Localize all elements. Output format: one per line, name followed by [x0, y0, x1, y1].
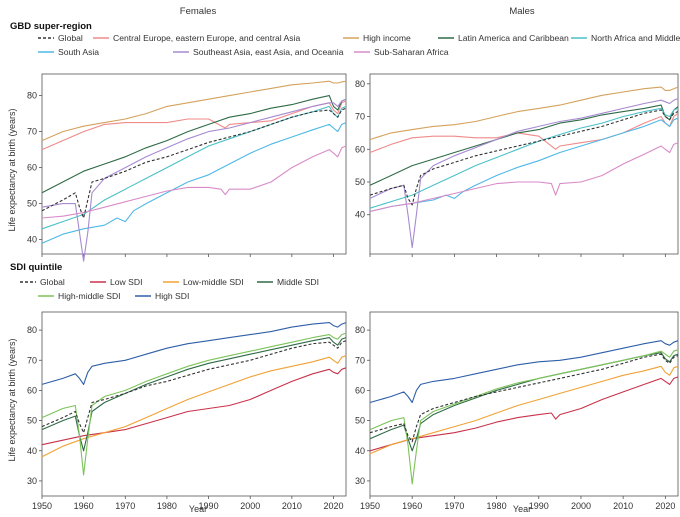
series-line-latin-america-and-caribbean	[369, 104, 679, 186]
y-tick-label: 50	[27, 416, 37, 426]
panel-gbd-super-region-males: 40 50 60 70 80	[355, 73, 679, 257]
series-line-global	[369, 353, 679, 443]
legend-label-southeast-asia-east-asia-and-oceania: Southeast Asia, east Asia, and Oceania	[193, 47, 344, 57]
x-tick-label: 1960	[74, 501, 94, 511]
legend-label-low-middle-sdi: Low-middle SDI	[183, 277, 244, 287]
series-line-south-asia	[41, 122, 347, 244]
x-tick-label: 2020	[323, 501, 343, 511]
series-line-middle-sdi	[369, 352, 679, 452]
x-tick-label: 2000	[571, 501, 591, 511]
series-line-global	[369, 109, 679, 206]
x-tick-label: 2020	[655, 501, 675, 511]
legend-label-high-sdi: High SDI	[155, 291, 189, 301]
section-title-sdi: SDI quintile	[10, 262, 62, 273]
series-line-central-europe-eastern-europe-and-central-asia	[41, 100, 347, 151]
legend-label-sub-saharan-africa: Sub-Saharan Africa	[374, 47, 449, 57]
x-tick-label: 1960	[402, 501, 422, 511]
plot-frame	[369, 73, 679, 255]
series-line-latin-america-and-caribbean	[41, 95, 347, 194]
y-tick-label: 60	[27, 163, 37, 173]
x-tick-label: 1970	[115, 501, 135, 511]
y-tick-label: 30	[355, 476, 365, 486]
series-line-high-sdi	[369, 340, 679, 404]
panel-sdi-quintile-males: 30 40 50 60 70 80 1950 1960 1970 1980 1990 2000 2010…	[355, 311, 679, 511]
series-line-global	[41, 107, 347, 219]
legend-label-central-europe-eastern-europe-and-central-asia: Central Europe, eastern Europe, and cent…	[113, 33, 300, 43]
x-tick-label: 1980	[157, 501, 177, 511]
y-tick-label: 40	[355, 210, 365, 220]
plot-frame	[41, 73, 347, 255]
x-tick-label: 1950	[360, 501, 380, 511]
series-line-north-africa-and-middle-east	[41, 105, 347, 230]
series-line-low-middle-sdi	[41, 355, 347, 458]
series-line-north-africa-and-middle-east	[369, 107, 679, 209]
legend-label-low-sdi: Low SDI	[110, 277, 142, 287]
series-line-high-middle-sdi	[369, 349, 679, 485]
y-tick-label: 80	[355, 325, 365, 335]
y-axis-title-gbd: Life expectancy at birth (years)	[7, 108, 17, 231]
x-axis-title-males: Year	[513, 504, 531, 514]
y-tick-label: 50	[355, 416, 365, 426]
series-line-sub-saharan-africa	[41, 145, 347, 219]
series-line-high-income	[41, 80, 347, 142]
series-line-southeast-asia-east-asia-and-oceania	[369, 97, 679, 249]
series-line-low-middle-sdi	[369, 365, 679, 455]
col-title-males: Males	[509, 6, 535, 17]
legend-label-global: Global	[58, 33, 83, 43]
x-tick-label: 1990	[199, 501, 219, 511]
y-tick-label: 70	[27, 127, 37, 137]
y-tick-label: 40	[27, 235, 37, 245]
series-line-low-sdi	[369, 376, 679, 452]
y-tick-label: 40	[355, 446, 365, 456]
panels: 40 50 60 70 80 40 50 60 70 80 30 40 50 60 70 80 1950 1960…	[27, 73, 679, 511]
x-tick-label: 1970	[444, 501, 464, 511]
y-tick-label: 50	[355, 177, 365, 187]
series-line-south-asia	[369, 117, 679, 213]
legend-label-north-africa-and-middle-east: North Africa and Middle East	[591, 33, 680, 43]
legend-label-south-asia: South Asia	[58, 47, 99, 57]
col-title-females: Females	[180, 6, 217, 17]
section-title-gbd: GBD super-region	[10, 21, 92, 32]
y-tick-label: 80	[355, 79, 365, 89]
legend-sdi: Global Low SDI Low-middle SDI Middle SDI Hig…	[20, 277, 319, 301]
legend-label-global: Global	[40, 277, 65, 287]
series-line-high-sdi	[41, 322, 347, 385]
legend-label-latin-america-and-caribbean: Latin America and Caribbean	[458, 33, 569, 43]
y-tick-label: 40	[27, 446, 37, 456]
y-tick-label: 80	[27, 325, 37, 335]
x-tick-label: 2000	[240, 501, 260, 511]
series-line-middle-sdi	[41, 337, 347, 452]
series-line-sub-saharan-africa	[369, 142, 679, 213]
series-line-global	[41, 340, 347, 434]
legend-label-high-middle-sdi: High-middle SDI	[58, 291, 121, 301]
x-tick-label: 1950	[32, 501, 52, 511]
panel-gbd-super-region-females: 40 50 60 70 80	[27, 73, 347, 262]
panel-sdi-quintile-females: 30 40 50 60 70 80 1950 1960 1970 1980 1990 2000 2010…	[27, 311, 347, 511]
y-tick-label: 60	[355, 144, 365, 154]
x-axis-title-females: Year	[189, 504, 207, 514]
y-tick-label: 70	[355, 355, 365, 365]
series-line-high-middle-sdi	[41, 332, 347, 476]
series-line-high-income	[369, 86, 679, 141]
x-tick-label: 1980	[487, 501, 507, 511]
y-axis-title-sdi: Life expectancy at birth (years)	[7, 338, 17, 461]
y-tick-label: 70	[27, 355, 37, 365]
plot-frame	[369, 311, 679, 497]
y-tick-label: 60	[355, 385, 365, 395]
series-line-southeast-asia-east-asia-and-oceania	[41, 98, 347, 262]
x-tick-label: 2010	[282, 501, 302, 511]
y-tick-label: 70	[355, 112, 365, 122]
plot-frame	[41, 311, 347, 497]
legend-gbd: Global Central Europe, eastern Europe, an…	[38, 33, 680, 57]
legend-label-high-income: High income	[363, 33, 411, 43]
y-tick-label: 50	[27, 199, 37, 209]
y-tick-label: 60	[27, 385, 37, 395]
x-tick-label: 2010	[613, 501, 633, 511]
y-tick-label: 80	[27, 91, 37, 101]
legend-label-middle-sdi: Middle SDI	[277, 277, 319, 287]
x-tick-label: 1990	[529, 501, 549, 511]
y-tick-label: 30	[27, 476, 37, 486]
